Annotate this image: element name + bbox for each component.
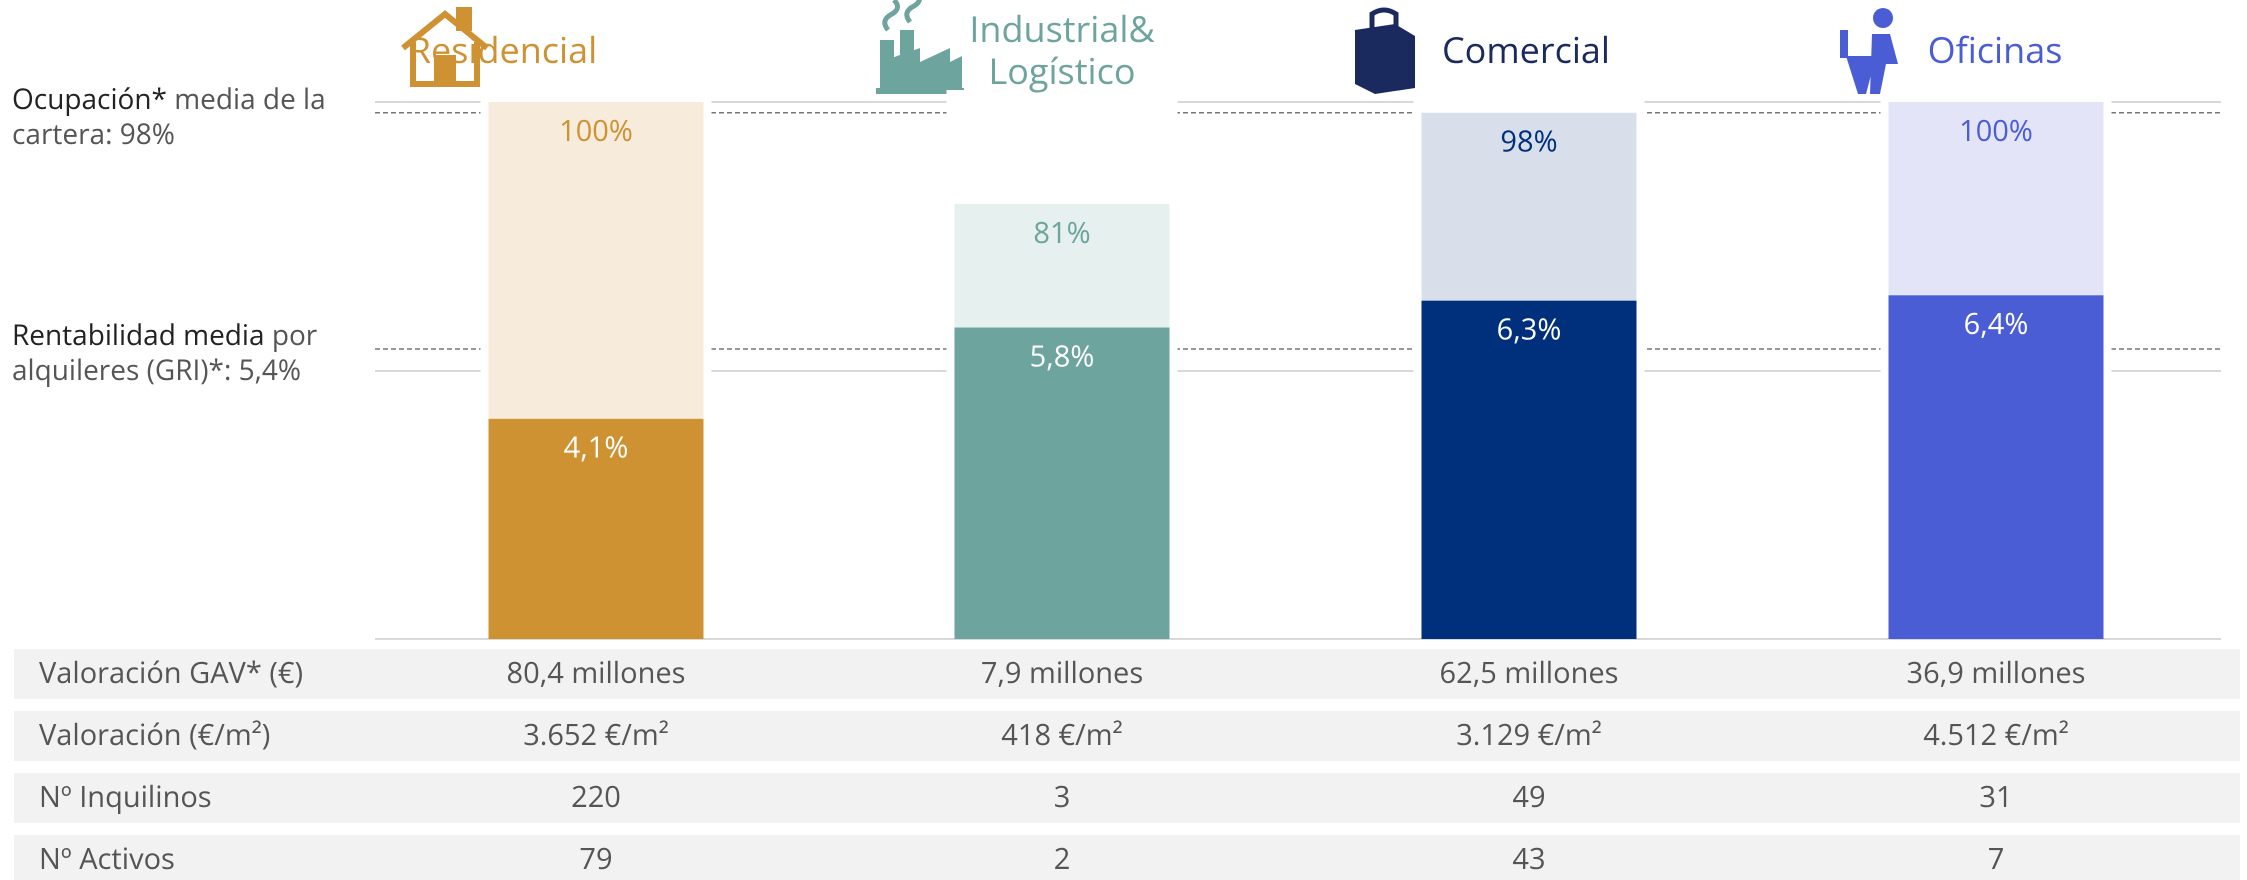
icon-house	[401, 7, 489, 87]
cell: 2	[1054, 839, 1071, 878]
cell: 43	[1512, 839, 1545, 878]
row-label: Nº Activos	[39, 839, 175, 878]
annotation-bold: Rentabilidad media	[12, 316, 265, 355]
value-label: 98%	[1500, 122, 1557, 161]
value-label: 6,3%	[1497, 309, 1562, 348]
row-label: Valoración (€/m²)	[39, 715, 270, 754]
cell: 7,9 millones	[981, 653, 1143, 692]
cell: 4.512 €/m²	[1923, 715, 2069, 754]
cell: 80,4 millones	[507, 653, 686, 692]
value-label: 81%	[1033, 213, 1090, 252]
cell: 3	[1054, 777, 1071, 816]
cell: 7	[1988, 839, 2005, 878]
table-row	[14, 835, 2240, 880]
annotation: Rentabilidad media por alquileres (GRI)*…	[12, 318, 357, 388]
annotation: Ocupación* media de la cartera: 98%	[12, 79, 357, 153]
category-label: Residencial	[408, 25, 598, 74]
icon-person	[1840, 8, 1898, 94]
table-row	[14, 711, 2240, 761]
cell: 3.652 €/m²	[523, 715, 669, 754]
icon-bag	[1355, 7, 1415, 94]
annotation-text: media de la cartera: 98%	[12, 79, 326, 153]
category-label: Comercial	[1441, 25, 1610, 74]
cell: 79	[579, 839, 612, 878]
icon-factory	[876, 0, 964, 94]
annotation-bold: Ocupación*	[12, 79, 167, 118]
table-row	[14, 773, 2240, 823]
value-label: 5,8%	[1030, 336, 1095, 375]
cell: 62,5 millones	[1440, 653, 1619, 692]
cell: 418 €/m²	[1001, 715, 1122, 754]
cell: 49	[1512, 777, 1545, 816]
value-label: 100%	[1959, 111, 2033, 150]
bar	[488, 418, 704, 639]
table-row	[14, 649, 2240, 699]
value-label: 4,1%	[564, 428, 629, 467]
row-label: Valoración GAV* (€)	[39, 653, 303, 692]
cell: 36,9 millones	[1907, 653, 2086, 692]
cell: 3.129 €/m²	[1456, 715, 1602, 754]
bar	[1888, 295, 2104, 639]
category-label: Oficinas	[1927, 25, 2063, 74]
bar	[1421, 300, 1637, 639]
cell: 31	[1979, 777, 2012, 816]
bar	[954, 327, 1170, 639]
row-label: Nº Inquilinos	[39, 777, 212, 816]
category-label: Industrial& Logístico	[969, 4, 1155, 95]
value-label: 100%	[559, 111, 633, 150]
cell: 220	[571, 777, 621, 816]
value-label: 6,4%	[1964, 304, 2029, 343]
annotation-text: por alquileres (GRI)*: 5,4%	[12, 316, 318, 390]
